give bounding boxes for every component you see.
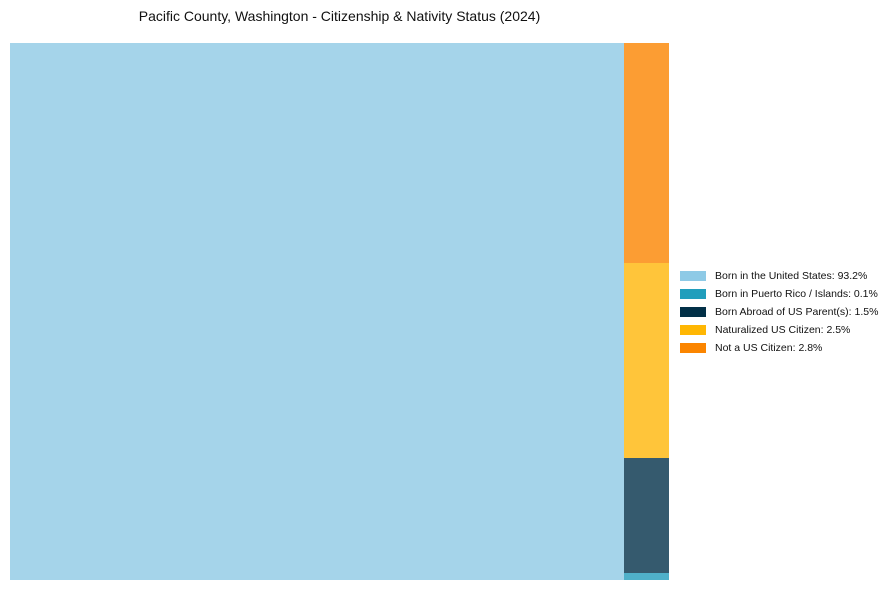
legend-label: Born in the United States: 93.2%: [715, 270, 868, 282]
legend-swatch: [680, 271, 706, 281]
treemap-tile-naturalized-us-citizen: [624, 263, 669, 458]
legend-item-born-us: Born in the United States: 93.2%: [680, 267, 878, 285]
legend-item-naturalized: Naturalized US Citizen: 2.5%: [680, 321, 878, 339]
legend-label: Born Abroad of US Parent(s): 1.5%: [715, 306, 879, 318]
legend-swatch: [680, 289, 706, 299]
legend-label: Naturalized US Citizen: 2.5%: [715, 324, 851, 336]
legend-swatch: [680, 307, 706, 317]
chart-title: Pacific County, Washington - Citizenship…: [138, 8, 541, 24]
legend-swatch: [680, 325, 706, 335]
treemap-tile-born-in-puerto-rico-islands: [624, 573, 669, 580]
treemap-tile-not-a-us-citizen: [624, 43, 669, 263]
legend-label: Born in Puerto Rico / Islands: 0.1%: [715, 288, 878, 300]
legend-item-born-abroad: Born Abroad of US Parent(s): 1.5%: [680, 303, 878, 321]
legend-label: Not a US Citizen: 2.8%: [715, 342, 823, 354]
legend: Born in the United States: 93.2% Born in…: [680, 267, 878, 357]
legend-swatch: [680, 343, 706, 353]
legend-item-not-citizen: Not a US Citizen: 2.8%: [680, 339, 878, 357]
legend-item-born-puerto-rico: Born in Puerto Rico / Islands: 0.1%: [680, 285, 878, 303]
treemap-tile-born-abroad-of-us-parent-s: [624, 458, 669, 573]
treemap-tile-born-in-the-united-states: [10, 43, 624, 580]
